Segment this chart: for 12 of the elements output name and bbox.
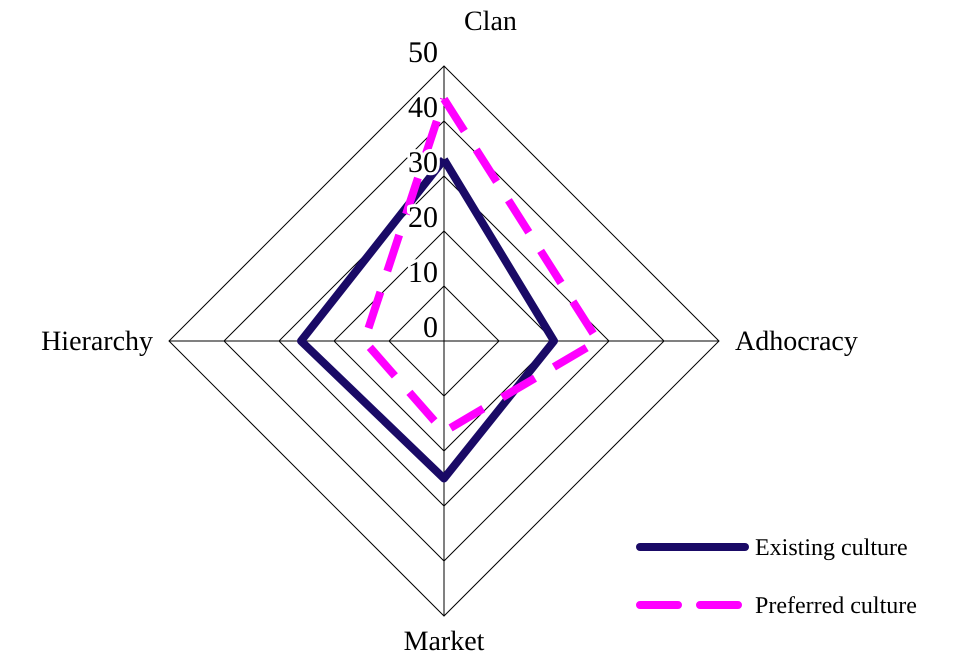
spoke-label: Hierarchy — [41, 326, 153, 357]
y-tick-label: 50 — [408, 36, 438, 69]
spoke-label: Adhocracy — [735, 326, 858, 357]
y-tick-label: 40 — [408, 91, 438, 124]
y-tick-label: 0 — [423, 311, 438, 344]
legend-label: Existing culture — [755, 535, 908, 561]
legend-label: Preferred culture — [755, 593, 917, 619]
y-tick-label: 10 — [408, 256, 438, 289]
y-tick-label: 20 — [408, 201, 438, 234]
spoke-label: Clan — [464, 6, 517, 37]
spoke-label: Market — [404, 626, 485, 657]
y-tick-label: 30 — [408, 146, 438, 179]
